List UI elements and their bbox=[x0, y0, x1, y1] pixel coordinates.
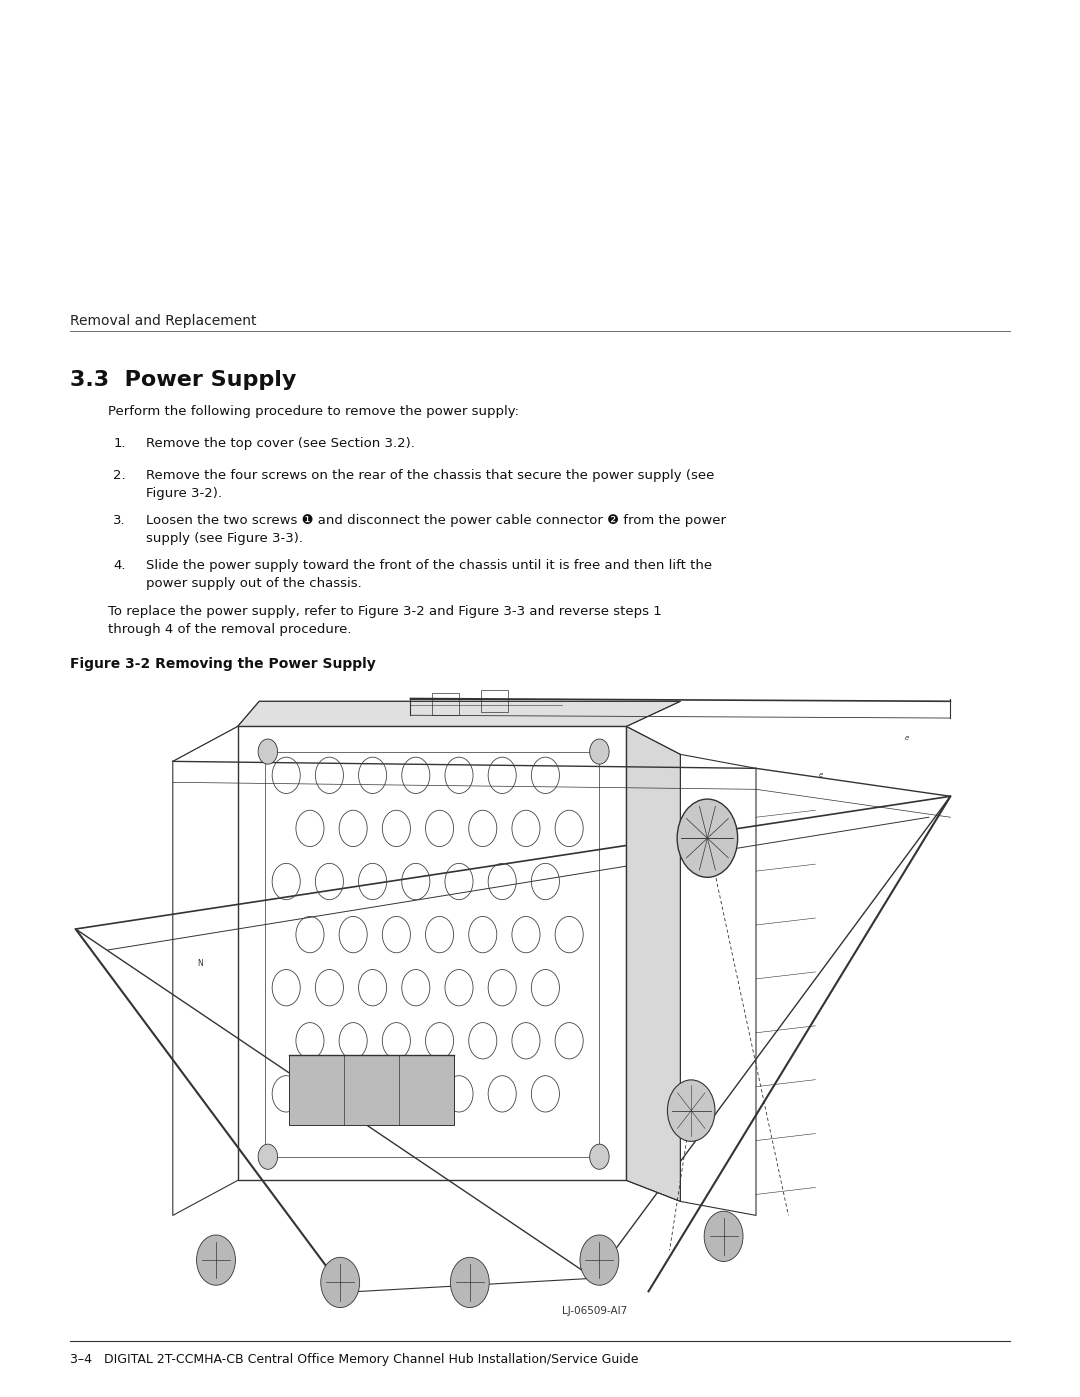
Polygon shape bbox=[238, 701, 680, 726]
Circle shape bbox=[258, 739, 278, 764]
Text: Slide the power supply toward the front of the chassis until it is free and then: Slide the power supply toward the front … bbox=[146, 559, 712, 590]
Circle shape bbox=[590, 1144, 609, 1169]
Text: Perform the following procedure to remove the power supply:: Perform the following procedure to remov… bbox=[108, 405, 519, 418]
Text: N: N bbox=[197, 960, 203, 968]
Circle shape bbox=[450, 1257, 489, 1308]
Text: e: e bbox=[905, 735, 909, 740]
Text: Remove the four screws on the rear of the chassis that secure the power supply (: Remove the four screws on the rear of th… bbox=[146, 469, 714, 500]
Text: Remove the top cover (see Section 3.2).: Remove the top cover (see Section 3.2). bbox=[146, 437, 415, 450]
Text: 3–4   DIGITAL 2T-CCMHA-CB Central Office Memory Channel Hub Installation/Service: 3–4 DIGITAL 2T-CCMHA-CB Central Office M… bbox=[70, 1354, 638, 1366]
Text: 2.: 2. bbox=[113, 469, 126, 482]
Text: e: e bbox=[819, 773, 823, 778]
Circle shape bbox=[580, 1235, 619, 1285]
Text: Loosen the two screws ❶ and disconnect the power cable connector ❷ from the powe: Loosen the two screws ❶ and disconnect t… bbox=[146, 514, 726, 545]
Text: Removal and Replacement: Removal and Replacement bbox=[70, 314, 257, 328]
Text: 4.: 4. bbox=[113, 559, 126, 571]
Text: 3.3  Power Supply: 3.3 Power Supply bbox=[70, 370, 297, 390]
Text: To replace the power supply, refer to Figure 3-2 and Figure 3-3 and reverse step: To replace the power supply, refer to Fi… bbox=[108, 605, 662, 636]
Polygon shape bbox=[289, 1055, 454, 1125]
Circle shape bbox=[197, 1235, 235, 1285]
Circle shape bbox=[590, 739, 609, 764]
Text: Figure 3-2 Removing the Power Supply: Figure 3-2 Removing the Power Supply bbox=[70, 657, 376, 671]
Circle shape bbox=[704, 1211, 743, 1261]
Circle shape bbox=[321, 1257, 360, 1308]
Text: LJ-06509-AI7: LJ-06509-AI7 bbox=[562, 1306, 626, 1316]
Circle shape bbox=[677, 799, 738, 877]
Polygon shape bbox=[626, 726, 680, 1201]
Text: 3.: 3. bbox=[113, 514, 126, 527]
Circle shape bbox=[258, 1144, 278, 1169]
Text: 1.: 1. bbox=[113, 437, 126, 450]
Circle shape bbox=[667, 1080, 715, 1141]
